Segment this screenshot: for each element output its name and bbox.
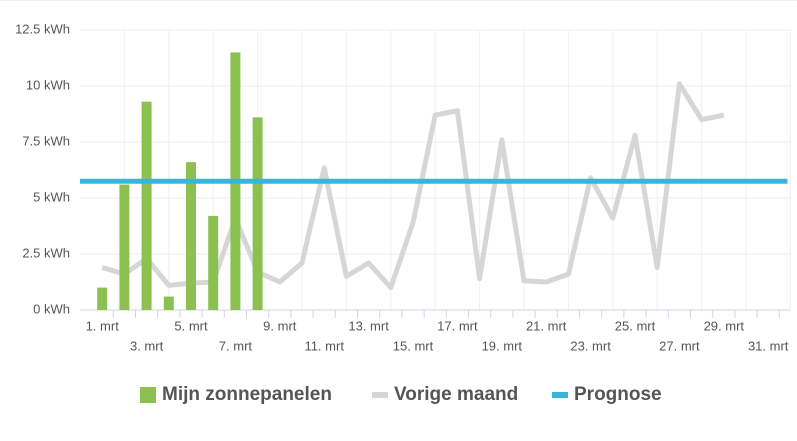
x-tick-label: 29. mrt	[704, 318, 745, 333]
y-tick-label: 5 kWh	[33, 189, 70, 204]
bar	[208, 215, 219, 310]
line	[101, 81, 725, 291]
x-tick-label: 27. mrt	[659, 338, 700, 353]
y-tick-label: 0 kWh	[33, 301, 70, 316]
x-tick-label: 1. mrt	[86, 318, 120, 333]
x-tick-label: 11. mrt	[304, 338, 344, 353]
x-tick-label: 23. mrt	[570, 338, 611, 353]
y-tick-label: 7.5 kWh	[22, 133, 70, 148]
bar	[97, 287, 108, 310]
x-tick-label: 31. mrt	[748, 338, 789, 353]
legend-swatch	[372, 392, 388, 398]
x-tick-label: 7. mrt	[219, 338, 253, 353]
legend: Mijn zonnepanelen Vorige maand Prognose	[140, 384, 662, 405]
x-tick-label: 17. mrt	[437, 318, 478, 333]
legend-label: Vorige maand	[394, 384, 518, 405]
x-tick-label: 5. mrt	[174, 318, 208, 333]
x-tick-label: 21. mrt	[526, 318, 567, 333]
y-tick-label: 12.5 kWh	[15, 21, 70, 36]
x-tick-label: 25. mrt	[615, 318, 656, 333]
legend-label: Prognose	[574, 384, 662, 405]
plot-area: 0 kWh 2.5 kWh 5 kWh 7.5 kWh 10 kWh 12.5 kWh 1.…	[15, 21, 791, 353]
x-tick-label: 19. mrt	[482, 338, 523, 353]
x-tick-label: 15. mrt	[393, 338, 434, 353]
legend-label: Mijn zonnepanelen	[162, 384, 332, 405]
bar	[163, 296, 174, 310]
y-tick-label: 2.5 kWh	[22, 245, 70, 260]
x-tick-label: 13. mrt	[348, 318, 389, 333]
y-tick-label: 10 kWh	[26, 77, 70, 92]
x-tick-label: 3. mrt	[130, 338, 164, 353]
legend-swatch	[552, 392, 568, 398]
bar	[252, 117, 263, 310]
bar	[141, 101, 152, 311]
x-tick-label: 9. mrt	[263, 318, 297, 333]
bar	[186, 162, 196, 310]
legend-swatch	[140, 387, 156, 403]
bar	[119, 184, 130, 310]
